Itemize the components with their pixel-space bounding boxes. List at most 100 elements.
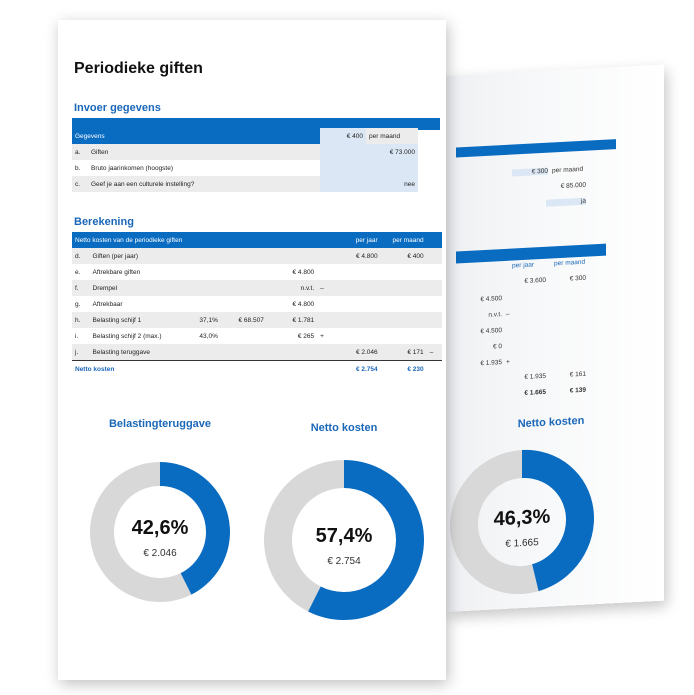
total-row: Netto kosten € 2.754 € 230	[72, 360, 442, 377]
back-sheet: € 300 per maand € 85.000 ja per jaar per…	[446, 64, 664, 613]
donut-value-segment	[160, 462, 230, 595]
row-per-jaar: € 4.800	[330, 248, 381, 264]
row-operator	[317, 264, 331, 280]
row-label: Belasting schijf 2 (max.)	[89, 328, 184, 344]
back-input-value: € 85.000	[560, 181, 586, 190]
row-label: Belasting teruggave	[89, 344, 184, 361]
row-label: Giften	[88, 144, 320, 160]
row-key: f.	[72, 280, 90, 296]
donut-amount: € 2.754	[327, 556, 361, 567]
invoer-header-label: Gegevens	[72, 128, 320, 144]
row-amount: € 4.800	[266, 296, 318, 312]
donut-amount: € 2.046	[143, 548, 177, 559]
row-amount	[266, 248, 318, 264]
row-operator-2	[426, 328, 442, 344]
back-amount: n.v.t.	[488, 311, 502, 319]
donut-remainder-segment	[264, 460, 344, 612]
row-per-jaar: € 2.046	[330, 344, 381, 361]
cultural-select[interactable]: nee	[320, 176, 418, 192]
row-amount: n.v.t.	[266, 280, 318, 296]
row-key: g.	[72, 296, 90, 312]
row-operator-2	[426, 264, 442, 280]
back-refund-year: € 1.935	[524, 372, 546, 381]
invoer-row: c. Geef je aan een culturele instelling?…	[72, 176, 418, 192]
row-percentage	[183, 280, 221, 296]
row-percentage	[183, 248, 221, 264]
row-threshold	[220, 280, 267, 296]
invoer-heading-bar	[72, 118, 440, 130]
back-year: € 3.600	[524, 276, 546, 285]
donut-percentage: 46,3%	[494, 506, 551, 531]
row-per-maand	[380, 328, 427, 344]
row-percentage: 37,1%	[183, 312, 221, 328]
row-per-jaar	[330, 280, 381, 296]
invoer-table: Gegevens € 400 per maand a. Giften € 73.…	[72, 128, 418, 192]
row-operator-2	[426, 280, 442, 296]
gifts-input[interactable]: € 73.000	[320, 144, 418, 160]
row-per-jaar	[330, 328, 381, 344]
row-per-maand	[380, 280, 427, 296]
table-row: g. Aftrekbaar € 4.800	[72, 296, 442, 312]
back-header-bar	[456, 139, 616, 158]
row-percentage: 43,0%	[183, 328, 221, 344]
row-per-maand	[380, 312, 427, 328]
back-amount: € 1.935	[480, 359, 502, 368]
row-label: Giften (per jaar)	[89, 248, 184, 264]
row-key: e.	[72, 264, 90, 280]
row-label: Drempel	[89, 280, 184, 296]
row-operator	[317, 312, 331, 328]
table-row: i. Belasting schijf 2 (max.) 43,0% € 265 +	[72, 328, 442, 344]
donut-percentage: 57,4%	[316, 525, 373, 547]
donut-chart-belastingteruggave: 42,6% € 2.046	[89, 462, 230, 602]
back-header-unit: per maand	[552, 165, 584, 175]
donut-chart-netto-kosten: 57,4% € 2.754	[264, 460, 424, 620]
row-per-maand: € 400	[380, 248, 427, 264]
amount-input[interactable]: € 400	[320, 128, 366, 144]
invoer-row: b. Bruto jaarinkomen (hoogste)	[72, 160, 418, 176]
row-operator-2	[426, 312, 442, 328]
row-operator: –	[317, 280, 331, 296]
total-spacer	[426, 360, 442, 377]
income-input[interactable]	[320, 160, 418, 176]
row-percentage	[183, 296, 221, 312]
row-operator	[317, 248, 331, 264]
donut-amount: € 1.665	[505, 537, 539, 550]
donut-value-segment	[522, 449, 594, 592]
row-label: Belasting schijf 1	[89, 312, 184, 328]
table-row: f. Drempel n.v.t. –	[72, 280, 442, 296]
back-month: € 300	[569, 274, 586, 283]
donut-value-segment	[308, 460, 424, 620]
back-operator: +	[506, 358, 510, 366]
row-label: Bruto jaarinkomen (hoogste)	[88, 160, 320, 176]
table-row: j. Belasting teruggave € 2.046 € 171–	[72, 344, 442, 361]
back-header-value: € 300	[512, 167, 548, 177]
row-label: Geef je aan een culturele instelling?	[88, 176, 320, 192]
col-per-jaar: per jaar	[330, 232, 381, 248]
row-per-maand: € 171	[380, 344, 427, 361]
row-key: d.	[72, 248, 90, 264]
row-amount: € 4.800	[266, 264, 318, 280]
back-input-answer: ja	[546, 197, 586, 207]
col-per-maand: per maand	[380, 232, 427, 248]
row-operator-2	[426, 248, 442, 264]
row-key: h.	[72, 312, 90, 328]
row-per-maand	[380, 264, 427, 280]
invoer-row: a. Giften € 73.000	[72, 144, 418, 160]
row-per-jaar	[330, 312, 381, 328]
row-operator	[317, 344, 331, 361]
donut-remainder-segment	[89, 462, 192, 602]
row-per-maand	[380, 296, 427, 312]
total-per-maand: € 230	[380, 360, 427, 377]
invoer-header-unit: per maand	[366, 128, 418, 144]
row-operator: +	[317, 328, 331, 344]
row-label: Aftrekbaar	[89, 296, 184, 312]
table-row: h. Belasting schijf 1 37,1% € 68.507 € 1.781	[72, 312, 442, 328]
row-key: b.	[72, 160, 88, 176]
row-threshold	[220, 344, 267, 361]
row-per-jaar	[330, 264, 381, 280]
berekening-heading: Berekening	[74, 216, 134, 228]
row-threshold	[220, 264, 267, 280]
back-amount: € 0	[492, 343, 502, 351]
row-operator-2	[426, 296, 442, 312]
row-key: i.	[72, 328, 90, 344]
